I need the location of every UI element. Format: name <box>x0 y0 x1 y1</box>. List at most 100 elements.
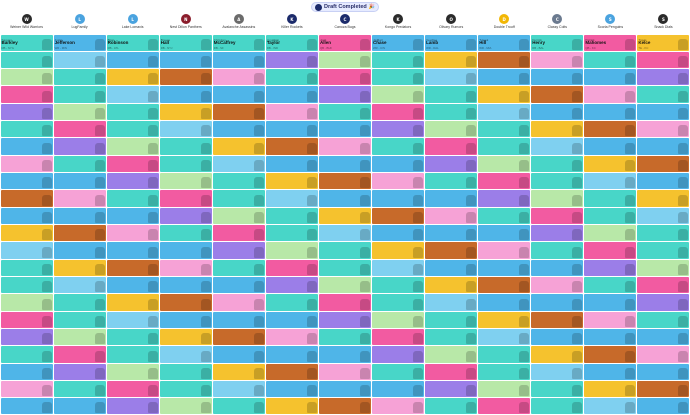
draft-pick-card[interactable] <box>425 155 478 173</box>
draft-pick-card[interactable] <box>531 259 584 276</box>
draft-pick-card[interactable] <box>425 51 478 69</box>
draft-pick-card[interactable] <box>531 173 584 190</box>
draft-pick-card[interactable] <box>318 276 372 294</box>
draft-pick-card[interactable] <box>265 121 318 138</box>
draft-pick-card[interactable] <box>425 69 478 86</box>
draft-pick-card[interactable] <box>372 259 425 276</box>
draft-pick-card[interactable] <box>265 276 318 294</box>
draft-pick-card[interactable] <box>318 69 372 86</box>
draft-pick-card[interactable] <box>637 121 690 138</box>
draft-pick-card[interactable] <box>159 259 212 276</box>
draft-pick-card[interactable] <box>265 398 318 415</box>
draft-pick-card[interactable] <box>265 242 318 259</box>
draft-pick-card[interactable] <box>637 207 690 224</box>
team-column-header[interactable]: N Nest Dillon Panthers <box>159 14 212 34</box>
draft-pick-card[interactable] <box>318 311 372 328</box>
draft-pick-card[interactable] <box>425 346 478 363</box>
draft-pick-card[interactable] <box>637 138 690 155</box>
draft-pick-card[interactable] <box>0 225 53 242</box>
draft-pick-card[interactable] <box>478 242 531 259</box>
draft-pick-card[interactable] <box>637 294 690 311</box>
draft-pick-card[interactable]: Tyreek Hill WR - MIA <box>478 34 531 51</box>
team-column-header[interactable]: O Olivary Rumors <box>425 14 478 34</box>
draft-pick-card[interactable] <box>584 173 637 190</box>
draft-pick-card[interactable] <box>106 138 159 155</box>
draft-pick-card[interactable] <box>318 363 372 380</box>
draft-pick-card[interactable] <box>106 311 159 328</box>
draft-pick-card[interactable] <box>53 276 106 294</box>
draft-pick-card[interactable]: CeeDee Lamb WR - DAL <box>425 34 478 51</box>
draft-pick-card[interactable] <box>531 311 584 328</box>
draft-pick-card[interactable] <box>53 173 106 190</box>
draft-pick-card[interactable] <box>637 86 690 103</box>
draft-pick-card[interactable] <box>159 51 212 69</box>
draft-pick-card[interactable] <box>318 190 372 207</box>
draft-pick-card[interactable] <box>159 207 212 224</box>
draft-pick-card[interactable] <box>53 121 106 138</box>
draft-pick-card[interactable] <box>318 346 372 363</box>
draft-pick-card[interactable] <box>106 346 159 363</box>
draft-pick-card[interactable] <box>637 69 690 86</box>
draft-pick-card[interactable] <box>212 103 265 121</box>
draft-pick-card[interactable] <box>372 380 425 398</box>
draft-pick-card[interactable] <box>425 138 478 155</box>
draft-pick-card[interactable] <box>265 155 318 173</box>
draft-pick-card[interactable] <box>53 51 106 69</box>
draft-pick-card[interactable] <box>0 294 53 311</box>
draft-pick-card[interactable] <box>478 103 531 121</box>
draft-pick-card[interactable] <box>425 311 478 328</box>
draft-pick-card[interactable] <box>106 259 159 276</box>
draft-pick-card[interactable] <box>0 328 53 346</box>
draft-pick-card[interactable] <box>584 207 637 224</box>
draft-pick-card[interactable] <box>425 103 478 121</box>
draft-pick-card[interactable] <box>584 225 637 242</box>
draft-pick-card[interactable] <box>318 294 372 311</box>
draft-pick-card[interactable]: Christian McCaffrey RB - SF <box>212 34 265 51</box>
draft-pick-card[interactable] <box>212 207 265 224</box>
draft-pick-card[interactable] <box>372 242 425 259</box>
draft-pick-card[interactable] <box>531 276 584 294</box>
draft-pick-card[interactable] <box>159 138 212 155</box>
draft-pick-card[interactable] <box>265 138 318 155</box>
draft-pick-card[interactable] <box>212 121 265 138</box>
draft-pick-card[interactable] <box>531 380 584 398</box>
draft-pick-card[interactable] <box>53 138 106 155</box>
draft-pick-card[interactable] <box>531 242 584 259</box>
draft-pick-card[interactable] <box>372 207 425 224</box>
draft-pick-card[interactable] <box>265 294 318 311</box>
draft-pick-card[interactable] <box>212 242 265 259</box>
draft-pick-card[interactable]: Justin Jefferson WR - MIN <box>53 34 106 51</box>
draft-pick-card[interactable] <box>372 294 425 311</box>
draft-pick-card[interactable] <box>159 328 212 346</box>
draft-pick-card[interactable] <box>53 155 106 173</box>
draft-pick-card[interactable] <box>265 86 318 103</box>
draft-pick-card[interactable] <box>478 155 531 173</box>
draft-pick-card[interactable] <box>0 155 53 173</box>
draft-pick-card[interactable] <box>0 398 53 415</box>
draft-pick-card[interactable] <box>478 121 531 138</box>
draft-pick-card[interactable] <box>478 69 531 86</box>
draft-pick-card[interactable] <box>265 259 318 276</box>
draft-pick-card[interactable] <box>372 51 425 69</box>
draft-pick-card[interactable] <box>372 276 425 294</box>
draft-pick-card[interactable] <box>584 346 637 363</box>
draft-pick-card[interactable] <box>212 380 265 398</box>
draft-pick-card[interactable] <box>584 103 637 121</box>
draft-pick-card[interactable] <box>106 363 159 380</box>
draft-pick-card[interactable] <box>637 380 690 398</box>
draft-pick-card[interactable] <box>53 311 106 328</box>
team-column-header[interactable]: S Scoria Penguins <box>584 14 637 34</box>
draft-pick-card[interactable]: Josh Allen QB - BUF <box>318 34 372 51</box>
draft-pick-card[interactable] <box>478 276 531 294</box>
team-column-header[interactable]: A Avalanche Assassins <box>212 14 265 34</box>
draft-pick-card[interactable]: Ja'Marr Chase WR - CIN <box>372 34 425 51</box>
draft-pick-card[interactable] <box>106 242 159 259</box>
draft-pick-card[interactable] <box>159 86 212 103</box>
draft-pick-card[interactable] <box>637 328 690 346</box>
draft-pick-card[interactable] <box>318 225 372 242</box>
draft-pick-card[interactable] <box>372 121 425 138</box>
draft-pick-card[interactable] <box>212 138 265 155</box>
draft-pick-card[interactable] <box>584 69 637 86</box>
draft-pick-card[interactable] <box>637 103 690 121</box>
draft-pick-card[interactable] <box>425 294 478 311</box>
